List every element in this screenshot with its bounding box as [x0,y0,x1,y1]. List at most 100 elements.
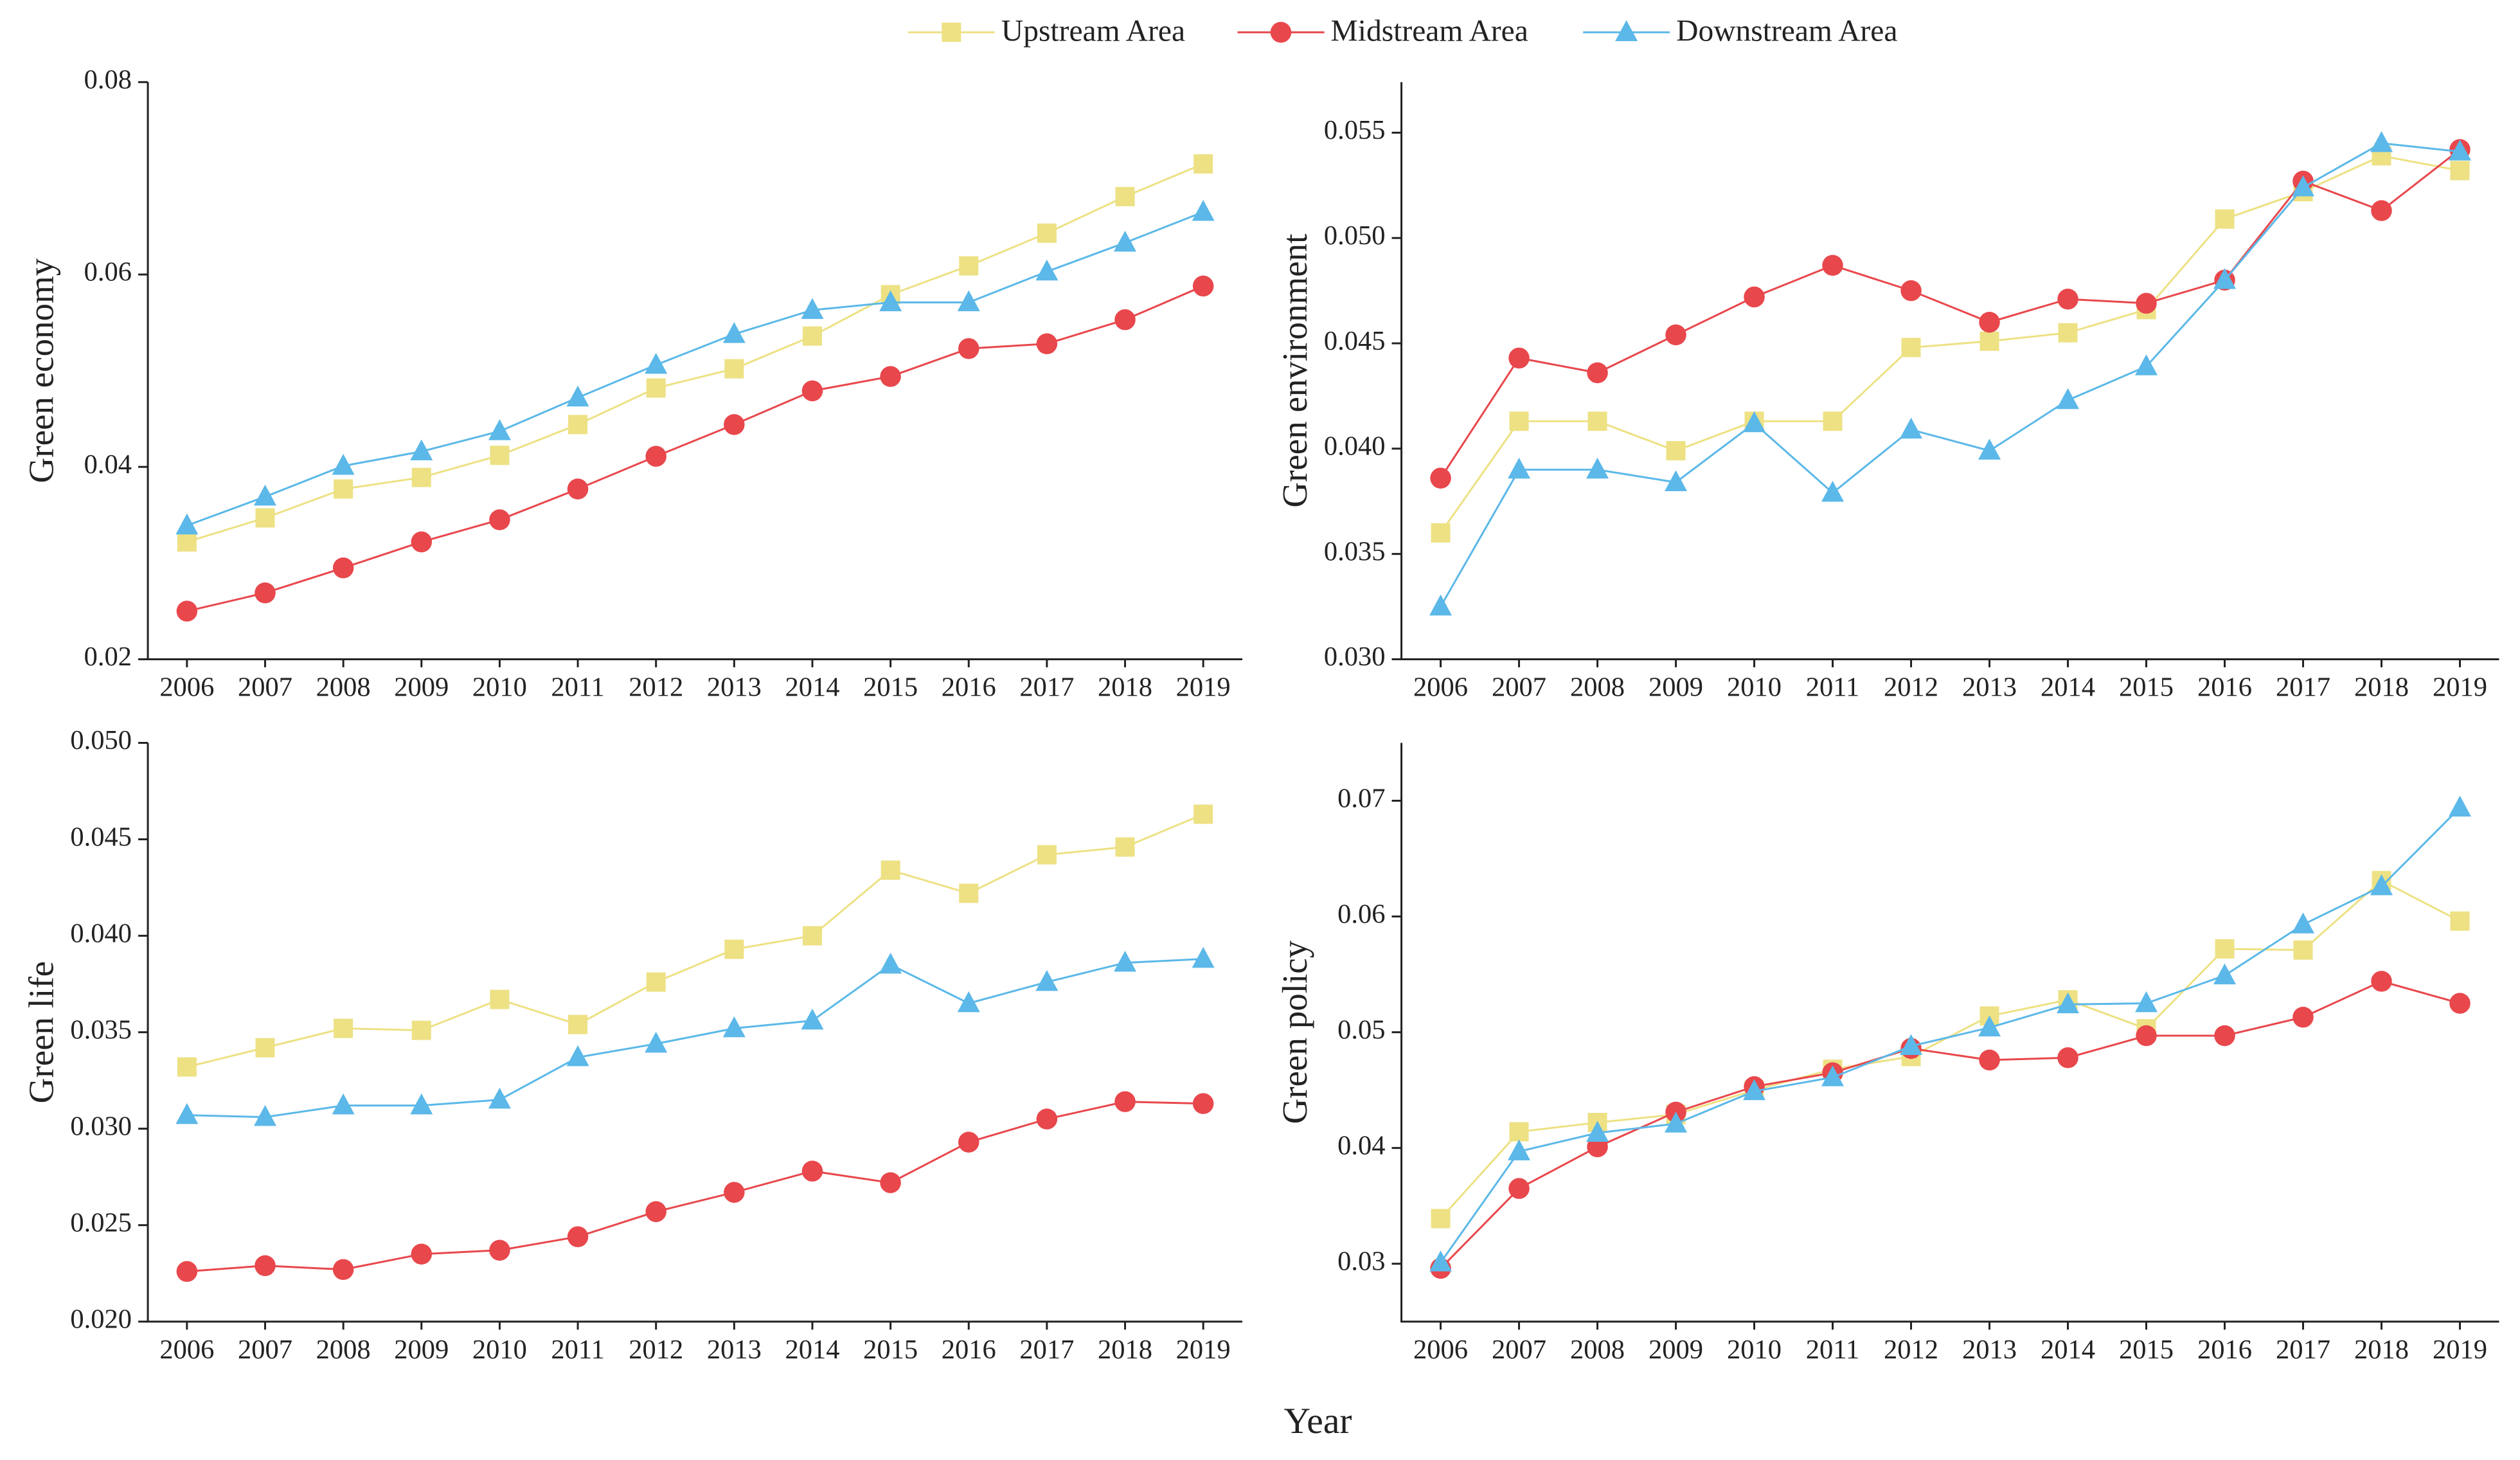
marker [566,385,589,407]
marker [2215,939,2235,959]
marker [1900,1034,1923,1055]
marker [646,378,666,398]
axis-line [147,743,1242,1323]
marker [802,326,822,346]
marker [488,419,511,440]
marker [410,439,433,461]
x-tick-label: 2012 [1884,672,1938,703]
marker [1743,1079,1766,1101]
marker [1979,311,2000,333]
x-tick-label: 2016 [942,1335,996,1365]
x-tick-label: 2009 [1649,672,1703,703]
marker [489,509,510,530]
x-tick-label: 2018 [1098,672,1152,703]
marker [332,453,355,475]
marker [645,446,666,467]
marker [2057,388,2080,410]
y-tick-label: 0.050 [70,725,132,755]
x-tick-label: 2006 [159,672,214,703]
x-tick-label: 2016 [2197,672,2252,703]
x-tick-label: 2013 [1962,1335,2017,1365]
marker [2448,795,2471,817]
x-tick-label: 2007 [1492,1335,1546,1365]
x-tick-label: 2006 [1413,672,1468,703]
marker [175,513,199,535]
marker [1509,411,1529,431]
x-tick-label: 2019 [1176,1335,1231,1365]
marker [1587,411,1607,431]
x-tick-label: 2011 [551,1335,604,1365]
series-line [1440,807,2461,1263]
marker [959,883,979,903]
marker [1193,154,1213,174]
marker [1900,417,1923,439]
marker [2135,991,2158,1013]
series-line [186,211,1204,527]
marker [490,446,510,465]
marker [411,1020,431,1040]
x-tick-label: 2015 [863,672,918,703]
legend-label: Downstream Area [1676,15,1897,48]
x-tick-label: 2014 [785,1335,839,1365]
marker [254,484,277,506]
marker [1431,1209,1451,1229]
series-line [186,1101,1204,1273]
y-tick-label: 0.08 [84,64,132,95]
marker [411,1243,433,1265]
marker [2291,175,2315,197]
marker [1192,275,1214,297]
marker [176,1261,198,1282]
series-line [186,163,1204,543]
marker [489,1239,510,1261]
marker [645,1031,668,1053]
marker [2057,288,2078,310]
series-line [1440,142,2460,608]
marker [724,1182,745,1203]
series-line [1440,149,2461,479]
marker [724,939,744,959]
x-tick-label: 2007 [238,672,292,703]
x-tick-label: 2014 [2041,1335,2095,1365]
x-tick-label: 2007 [238,1335,292,1365]
marker [1430,467,1451,489]
marker [1114,230,1137,252]
marker [2449,993,2471,1014]
y-tick-label: 0.040 [70,918,132,948]
marker [801,1008,824,1030]
marker [1979,1049,2000,1071]
x-tick-label: 2006 [159,1335,214,1365]
marker [332,1259,354,1280]
marker [1114,950,1137,972]
y-axis-title: Green life [22,961,61,1103]
marker [2370,131,2393,152]
marker [880,860,900,880]
y-tick-label: 0.030 [70,1111,132,1141]
marker [724,359,744,379]
marker [1586,1121,1609,1142]
x-tick-label: 2008 [1570,1335,1625,1365]
y-tick-label: 0.02 [84,642,132,672]
marker [801,380,823,402]
marker [1587,362,1608,384]
x-tick-label: 2017 [1019,672,1074,703]
marker [2293,940,2313,960]
x-tick-label: 2013 [707,1335,762,1365]
marker [2371,200,2392,221]
marker [334,1018,353,1038]
marker [1037,223,1057,243]
marker [958,338,979,359]
marker [2292,1006,2314,1028]
x-tick-label: 2012 [1884,1335,1938,1365]
marker [1429,594,1452,616]
marker [879,290,902,312]
marker [645,1201,666,1222]
x-tick-label: 2016 [942,672,996,703]
x-tick-label: 2014 [2041,672,2095,703]
marker [568,415,588,435]
marker [1665,324,1686,346]
marker [1665,470,1688,492]
marker [1270,21,1292,43]
marker [2057,992,2080,1014]
x-tick-label: 2012 [629,1335,683,1365]
marker [958,1131,979,1153]
